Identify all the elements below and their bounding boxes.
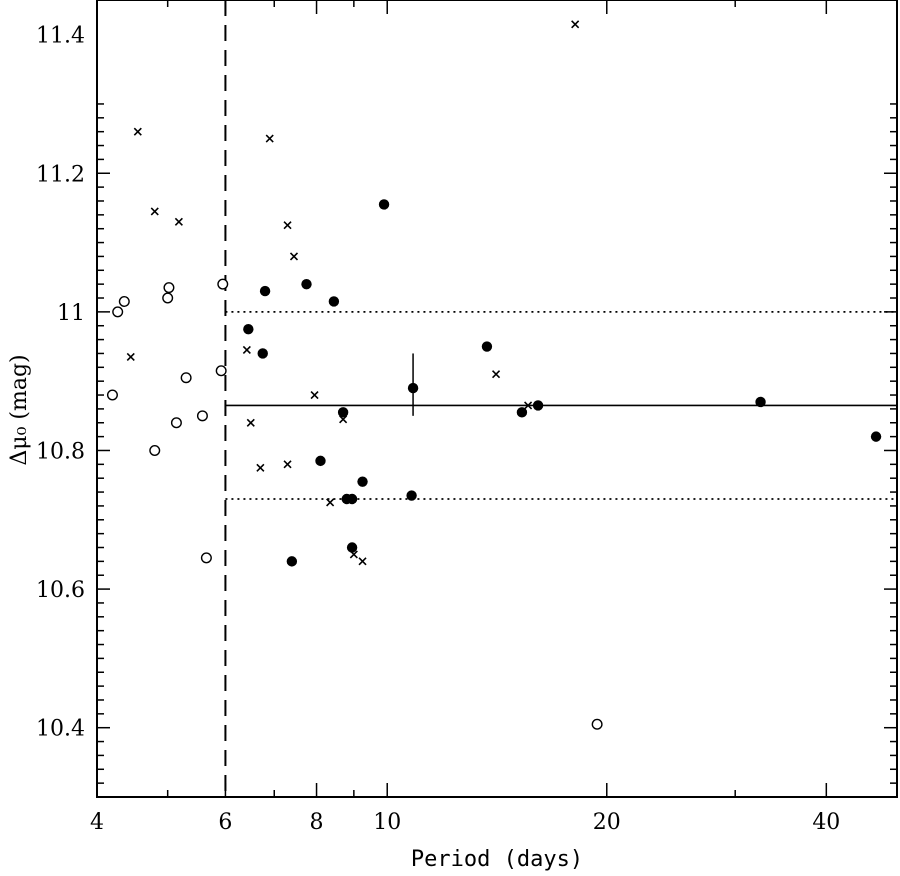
cross-point [289, 252, 299, 261]
cross-point [246, 418, 255, 427]
filled-point [337, 407, 349, 418]
filled-point [243, 323, 254, 335]
open-point [106, 389, 118, 401]
filled-point [286, 556, 298, 567]
data-points [106, 20, 882, 730]
x-tick-label: 20 [593, 810, 621, 835]
y-tick-label: 10.8 [36, 439, 85, 464]
axis-tick-labels: 10.4 10.6 10.8 11 11.2 11.4 4 6 8 10 20 40 [36, 24, 840, 835]
cross-point [310, 390, 319, 400]
reference-lines [224, 0, 897, 797]
filled-point [378, 199, 390, 210]
filled-point [257, 348, 268, 359]
filled-point [407, 382, 419, 394]
filled-point [301, 278, 312, 290]
x-tick-label: 10 [373, 810, 401, 835]
open-point [200, 552, 212, 564]
cross-point [339, 415, 348, 424]
x-tick-label: 6 [218, 810, 232, 835]
open-point [170, 417, 182, 429]
cross-point [265, 134, 274, 143]
filled-point [357, 476, 368, 487]
cross-point [242, 345, 251, 355]
filled-point [755, 396, 766, 408]
cross-point [358, 557, 367, 566]
filled-point [532, 400, 544, 411]
open-point [162, 292, 174, 304]
cross-point [133, 127, 142, 136]
open-point [118, 295, 130, 307]
plot-frame [96, 0, 898, 798]
filled-point [346, 493, 358, 505]
open-point [149, 444, 161, 456]
open-point [591, 718, 603, 730]
open-point [112, 306, 124, 318]
y-tick-label: 10.4 [36, 717, 85, 742]
open-point [163, 282, 175, 294]
x-axis-title: Period (days) [411, 847, 583, 872]
y-tick-label: 10.6 [36, 578, 85, 603]
y-tick-label: 11.2 [36, 162, 85, 187]
open-point [217, 278, 229, 290]
open-point [180, 372, 192, 384]
filled-point [315, 455, 326, 467]
x-tick-label: 8 [310, 810, 324, 835]
filled-point [328, 296, 340, 307]
cross-point [256, 463, 265, 472]
filled-point [481, 341, 493, 352]
cross-point [571, 20, 580, 29]
cross-point [524, 401, 533, 410]
cross-point [126, 352, 135, 361]
axis-ticks [96, 0, 898, 798]
cross-point [283, 221, 292, 230]
filled-point [516, 407, 528, 418]
y-tick-label: 11 [57, 301, 85, 326]
filled-point [346, 542, 358, 553]
cross-point [326, 498, 335, 507]
cross-point [174, 217, 183, 226]
x-tick-label: 40 [812, 810, 840, 835]
cross-point [349, 550, 358, 559]
open-point [196, 410, 208, 422]
filled-point [259, 285, 271, 297]
y-tick-label: 11.4 [36, 24, 85, 49]
cross-point [150, 207, 159, 216]
filled-point [406, 490, 417, 501]
cross-point [491, 370, 501, 379]
open-point [215, 365, 227, 377]
x-tick-label: 4 [90, 810, 104, 835]
filled-point [870, 431, 882, 442]
cross-point [283, 460, 292, 469]
y-axis-title: Δμ₀ (mag) [7, 354, 32, 465]
